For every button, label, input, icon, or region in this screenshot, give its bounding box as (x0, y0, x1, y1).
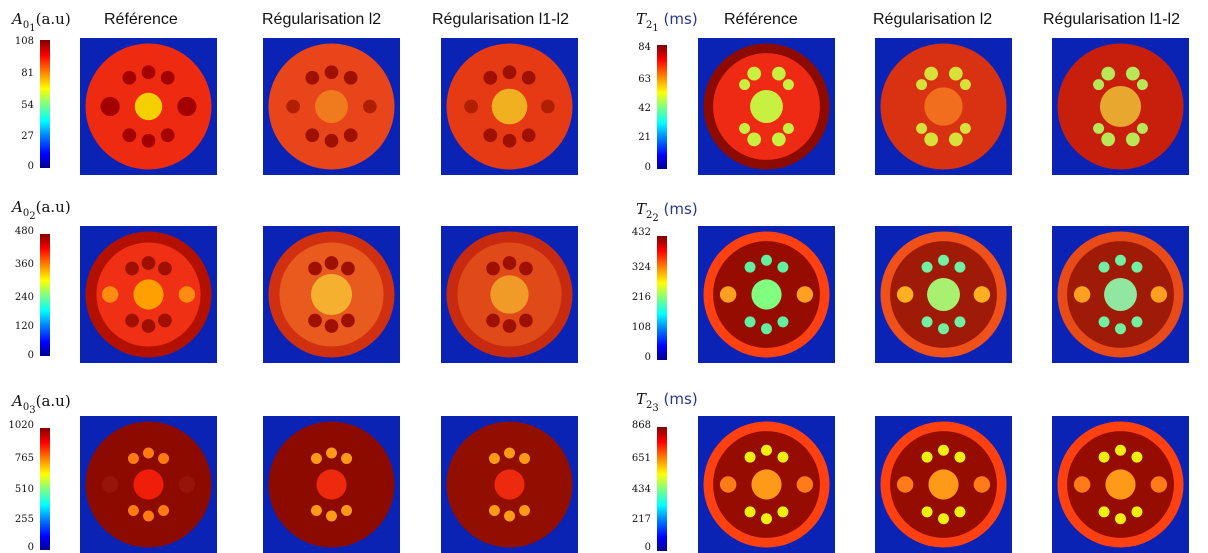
left-col-header-reference: Référence (104, 11, 178, 28)
colorbar-tick: 240 (14, 292, 34, 303)
colorbar-tick: 651 (631, 453, 651, 464)
phantom-image-A02-l1l2 (441, 226, 578, 363)
colorbar-T21 (657, 45, 667, 169)
row-label-var: T (636, 10, 647, 28)
phantom-image-A03-reference (80, 416, 217, 553)
phantom-image-T23-l2 (875, 416, 1012, 553)
phantom-image-A01-l2 (263, 38, 400, 175)
right-col-header-l1l2: Régularisation l1-l2 (1043, 11, 1180, 28)
phantom-image-T22-l1l2 (1052, 226, 1189, 363)
colorbar-tick: 510 (14, 484, 34, 495)
colorbar-tick: 217 (631, 514, 651, 525)
right-col-header-reference: Référence (724, 11, 798, 28)
row-label-subsub: 2 (652, 213, 659, 224)
row-label-subsub: 2 (29, 211, 36, 222)
colorbar-tick: 0 (644, 352, 651, 363)
colorbar-A01 (40, 40, 50, 168)
row-label-var: A (12, 10, 23, 28)
colorbar-T23 (657, 427, 667, 551)
row-label-unit: (a.u) (35, 198, 71, 216)
row-label-unit: (a.u) (35, 392, 71, 410)
colorbar-tick: 765 (14, 453, 34, 464)
phantom-image-T22-l2 (875, 226, 1012, 363)
phantom-image-T21-l1l2 (1052, 38, 1189, 175)
row-label-subsub: 3 (29, 405, 36, 416)
right-col-header-l2: Régularisation l2 (873, 11, 993, 28)
row-label-unit: (ms) (663, 10, 698, 28)
colorbar-tick: 0 (27, 161, 34, 172)
row-label-sub: 0 (22, 20, 30, 31)
row-label-sub: 0 (22, 402, 30, 413)
colorbar-tick: 324 (631, 262, 651, 273)
colorbar-tick: 63 (638, 74, 651, 85)
colorbar-tick: 255 (14, 514, 34, 525)
phantom-image-A02-l2 (263, 226, 400, 363)
colorbar-tick: 1020 (8, 420, 34, 431)
phantom-image-A03-l2 (263, 416, 400, 553)
phantom-image-A02-reference (80, 226, 217, 363)
phantom-image-T23-l1l2 (1052, 416, 1189, 553)
row-label-subsub: 3 (652, 403, 659, 414)
colorbar-tick: 360 (14, 259, 34, 270)
colorbar-tick: 0 (644, 162, 651, 173)
colorbar-tick: 27 (21, 131, 34, 142)
phantom-image-T23-reference (698, 416, 835, 553)
row-label-T22: T22 (ms) (636, 200, 698, 224)
row-label-sub: 2 (646, 400, 653, 411)
phantom-image-A01-reference (80, 38, 217, 175)
row-label-A03: A03(a.u) (12, 392, 71, 416)
colorbar-tick: 434 (631, 484, 651, 495)
row-label-var: A (12, 198, 23, 216)
colorbar-tick: 0 (27, 350, 34, 361)
phantom-image-T22-reference (698, 226, 835, 363)
left-col-header-l1l2: Régularisation l1-l2 (432, 11, 569, 28)
left-col-header-l2: Régularisation l2 (262, 11, 382, 28)
colorbar-tick: 0 (644, 542, 651, 553)
colorbar-A03 (40, 428, 50, 550)
colorbar-T22 (657, 236, 667, 360)
colorbar-tick: 108 (14, 36, 34, 47)
colorbar-tick: 432 (631, 227, 651, 238)
phantom-image-A03-l1l2 (441, 416, 578, 553)
row-label-var: T (636, 390, 647, 408)
row-label-var: T (636, 200, 647, 218)
phantom-image-T21-reference (698, 38, 835, 175)
phantom-image-A01-l1l2 (441, 38, 578, 175)
phantom-image-T21-l2 (875, 38, 1012, 175)
colorbar-tick: 21 (638, 132, 651, 143)
colorbar-tick: 108 (631, 322, 651, 333)
row-label-subsub: 1 (652, 23, 659, 34)
colorbar-tick: 216 (631, 292, 651, 303)
row-label-sub: 2 (646, 20, 653, 31)
colorbar-tick: 868 (631, 420, 651, 431)
row-label-sub: 0 (22, 208, 30, 219)
row-label-var: A (12, 392, 23, 410)
row-label-unit: (ms) (663, 200, 698, 218)
colorbar-tick: 81 (21, 68, 34, 79)
row-label-sub: 2 (646, 210, 653, 221)
row-label-unit: (ms) (663, 390, 698, 408)
colorbar-tick: 120 (14, 321, 34, 332)
row-label-subsub: 1 (29, 23, 36, 34)
colorbar-tick: 480 (14, 226, 34, 237)
row-label-A02: A02(a.u) (12, 198, 71, 222)
colorbar-tick: 42 (638, 103, 651, 114)
row-label-A01: A01(a.u) (12, 10, 71, 34)
colorbar-tick: 0 (27, 542, 34, 553)
colorbar-tick: 54 (21, 100, 34, 111)
row-label-T23: T23 (ms) (636, 390, 698, 414)
row-label-unit: (a.u) (35, 10, 71, 28)
row-label-T21: T21 (ms) (636, 10, 698, 34)
colorbar-tick: 84 (638, 42, 651, 53)
colorbar-A02 (40, 234, 50, 356)
